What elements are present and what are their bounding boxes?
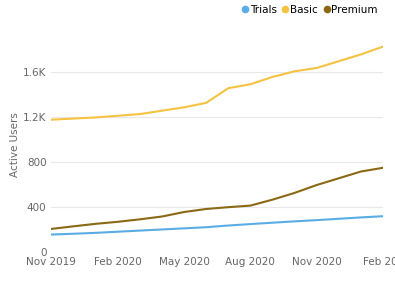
Legend: Trials, Basic, Premium: Trials, Basic, Premium	[243, 5, 378, 15]
Y-axis label: Active Users: Active Users	[10, 113, 20, 178]
